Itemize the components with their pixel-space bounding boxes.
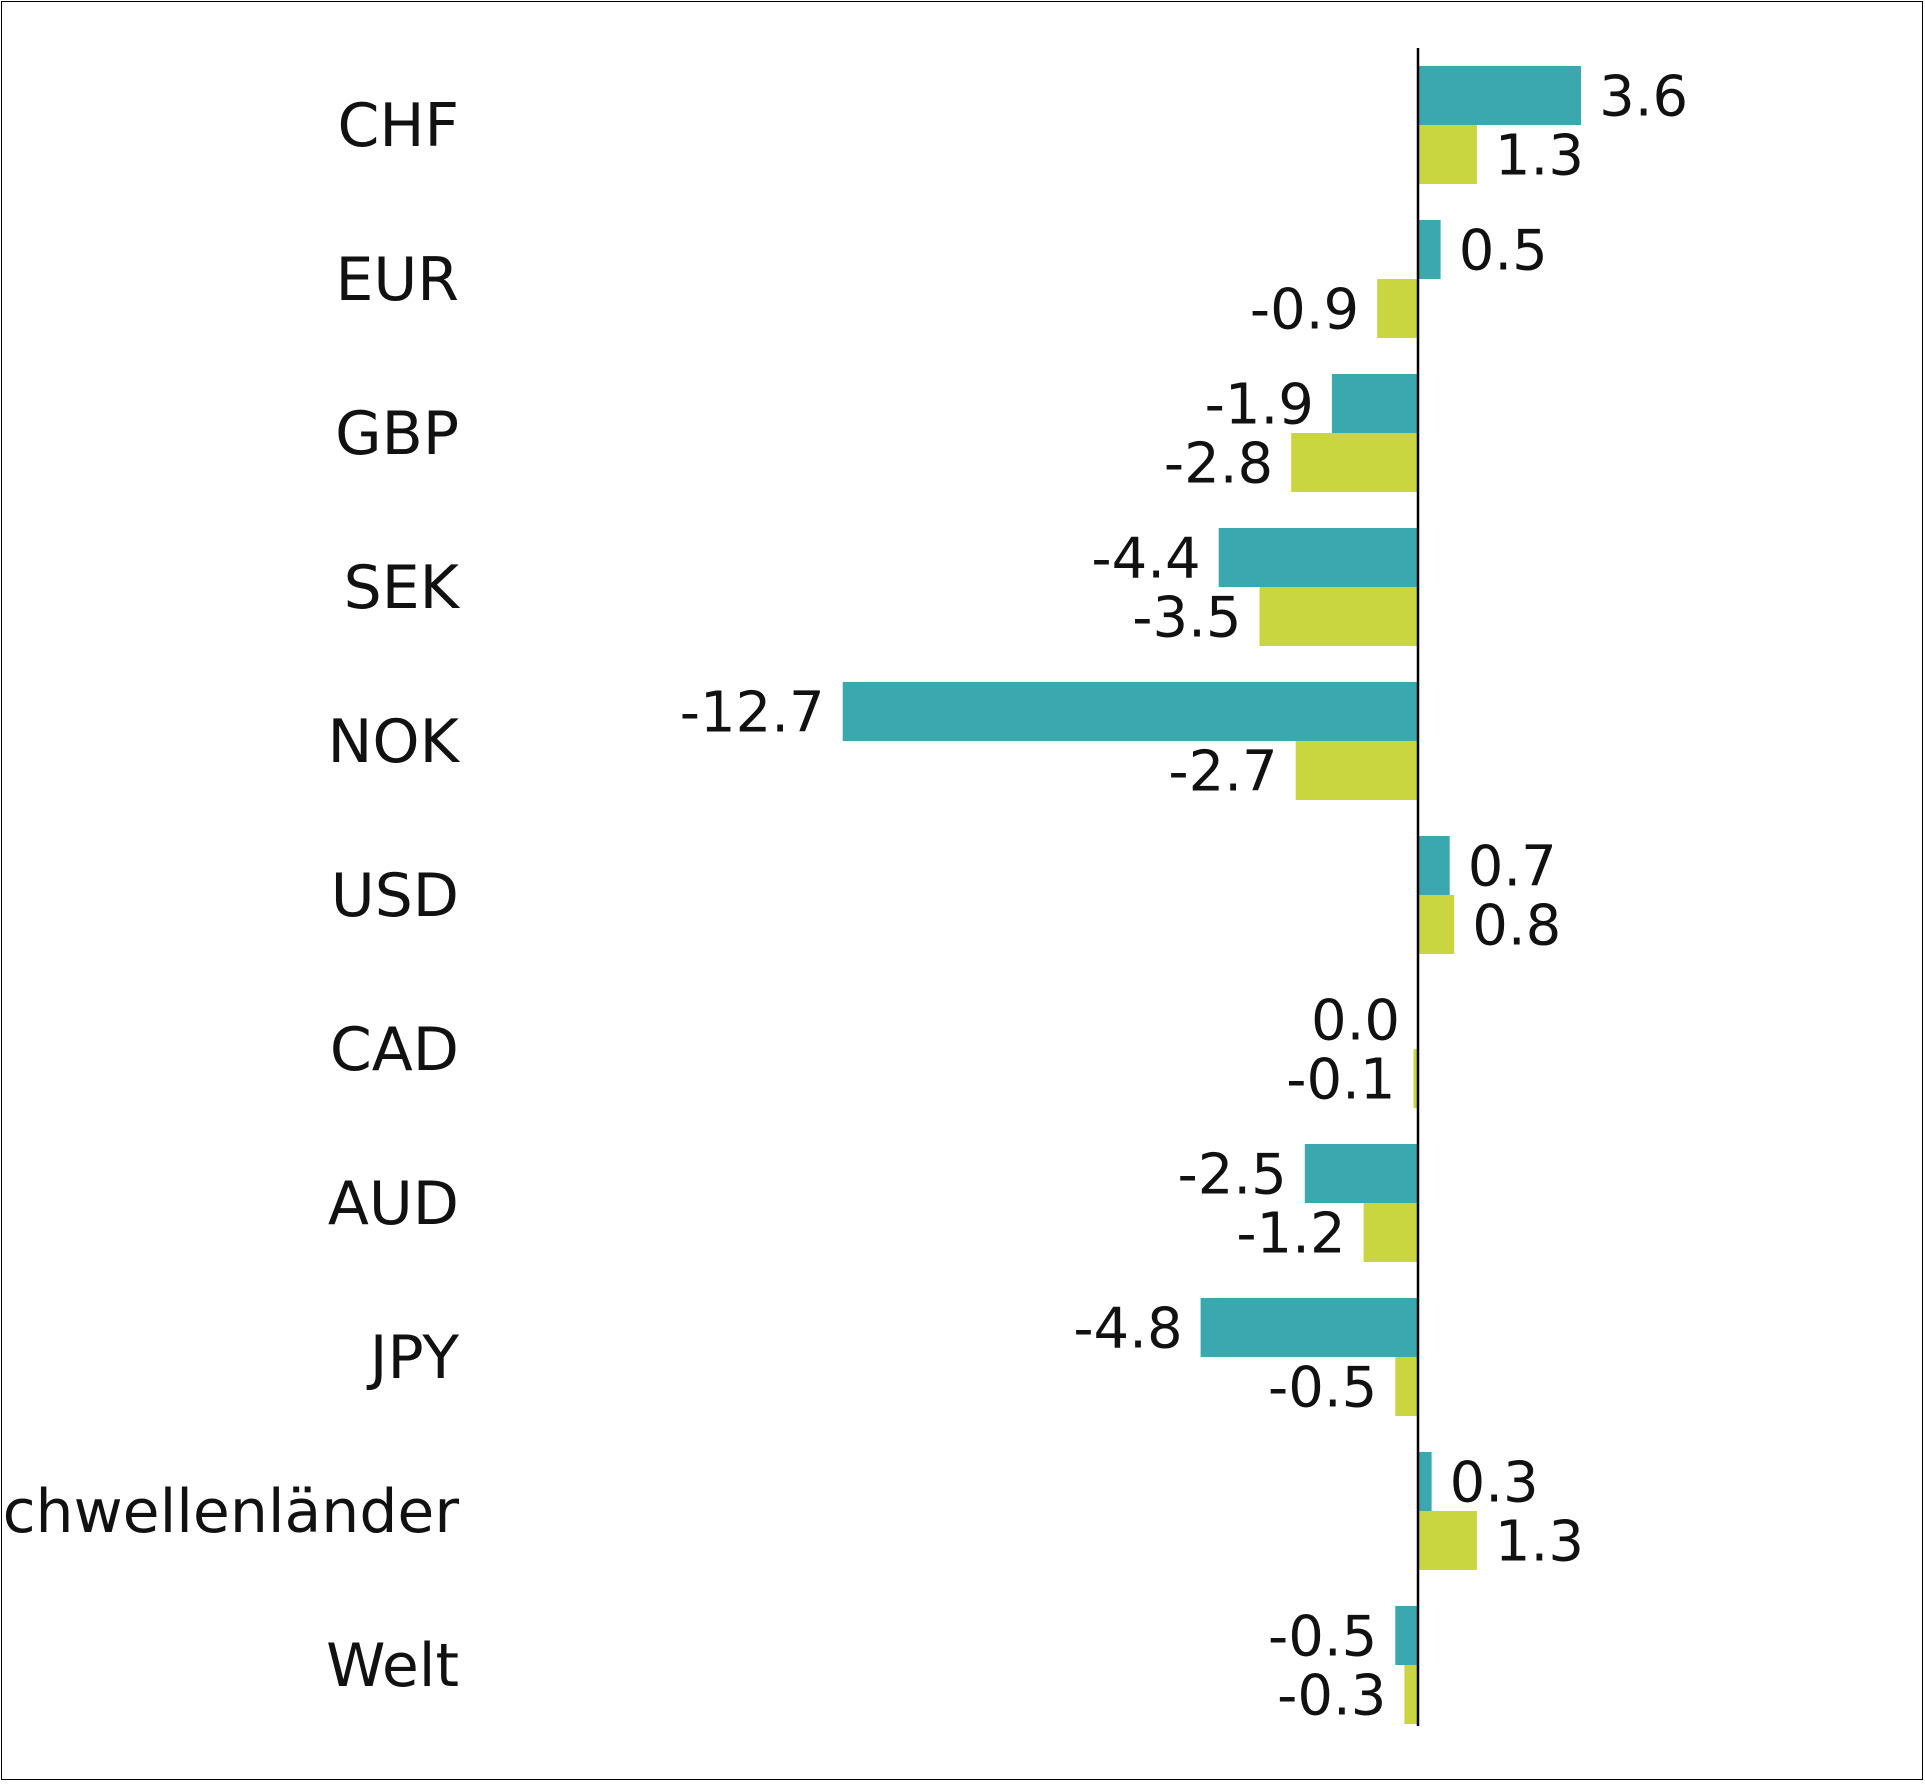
category-label-chf: CHF	[337, 91, 459, 161]
bar-schwellenl-nder-series-1	[1418, 1452, 1432, 1511]
category-label-welt: Welt	[326, 1631, 459, 1701]
category-labels: CHF EUR GBP SEK NOK USD CAD AUD JPY Schwellenländ…	[2, 91, 461, 1701]
bar-welt-series-1	[1395, 1606, 1418, 1665]
bar-gbp-series-1	[1331, 374, 1418, 433]
bar-aud-series-2	[1363, 1203, 1418, 1262]
bar-cad-series-2	[1413, 1049, 1418, 1108]
bar-jpy-series-2	[1395, 1357, 1418, 1416]
category-label-cad: CAD	[330, 1015, 459, 1085]
category-label-jpy: JPY	[366, 1323, 460, 1393]
bar-welt-series-2	[1404, 1665, 1418, 1724]
category-label-sek: SEK	[344, 553, 461, 623]
value-label-sek-series-1: -4.4	[1091, 527, 1200, 592]
category-label-eur: EUR	[335, 245, 459, 315]
value-label-aud-series-1: -2.5	[1178, 1143, 1287, 1208]
bar-chf-series-2	[1418, 125, 1477, 184]
bar-chf-series-1	[1418, 66, 1582, 125]
value-label-usd-series-1: 0.7	[1468, 835, 1557, 900]
category-label-usd: USD	[331, 861, 459, 931]
bar-eur-series-1	[1418, 220, 1441, 279]
bar-nok-series-1	[842, 682, 1418, 741]
value-label-jpy-series-1: -4.8	[1073, 1297, 1182, 1362]
bar-schwellenl-nder-series-2	[1418, 1511, 1477, 1570]
category-label-schwellenl-nder: Schwellenländer	[2, 1477, 459, 1547]
bar-gbp-series-2	[1291, 433, 1418, 492]
bar-sek-series-1	[1218, 528, 1418, 587]
value-label-jpy-series-2: -0.5	[1268, 1356, 1377, 1421]
bar-usd-series-2	[1418, 895, 1455, 954]
bar-usd-series-1	[1418, 836, 1450, 895]
category-label-nok: NOK	[328, 707, 461, 777]
bar-sek-series-2	[1259, 587, 1418, 646]
bar-nok-series-2	[1295, 741, 1418, 800]
value-label-nok-series-1: -12.7	[680, 681, 825, 746]
category-label-gbp: GBP	[335, 399, 459, 469]
value-label-cad-series-1: 0.0	[1311, 989, 1400, 1054]
bar-eur-series-2	[1377, 279, 1418, 338]
value-label-welt-series-2: -0.3	[1277, 1664, 1386, 1729]
value-label-nok-series-2: -2.7	[1168, 740, 1277, 805]
value-label-chf-series-1: 3.6	[1599, 65, 1688, 130]
value-label-sek-series-2: -3.5	[1132, 586, 1241, 651]
category-label-aud: AUD	[328, 1169, 459, 1239]
value-label-gbp-series-1: -1.9	[1205, 373, 1314, 438]
value-label-chf-series-2: 1.3	[1495, 124, 1584, 189]
value-label-usd-series-2: 0.8	[1472, 894, 1561, 959]
value-label-welt-series-1: -0.5	[1268, 1605, 1377, 1670]
bar-jpy-series-1	[1200, 1298, 1418, 1357]
value-label-eur-series-1: 0.5	[1459, 219, 1548, 284]
value-label-schwellenl-nder-series-1: 0.3	[1450, 1451, 1539, 1516]
bar-aud-series-1	[1304, 1144, 1419, 1203]
value-label-gbp-series-2: -2.8	[1164, 432, 1273, 497]
bars-layer	[842, 66, 1582, 1724]
value-label-eur-series-2: -0.9	[1250, 278, 1359, 343]
value-label-schwellenl-nder-series-2: 1.3	[1495, 1510, 1584, 1575]
value-label-aud-series-2: -1.2	[1236, 1202, 1345, 1267]
value-label-cad-series-2: -0.1	[1286, 1048, 1395, 1113]
value-labels: 3.61.30.5-0.9-1.9-2.8-4.4-3.5-12.7-2.70.…	[680, 65, 1688, 1729]
